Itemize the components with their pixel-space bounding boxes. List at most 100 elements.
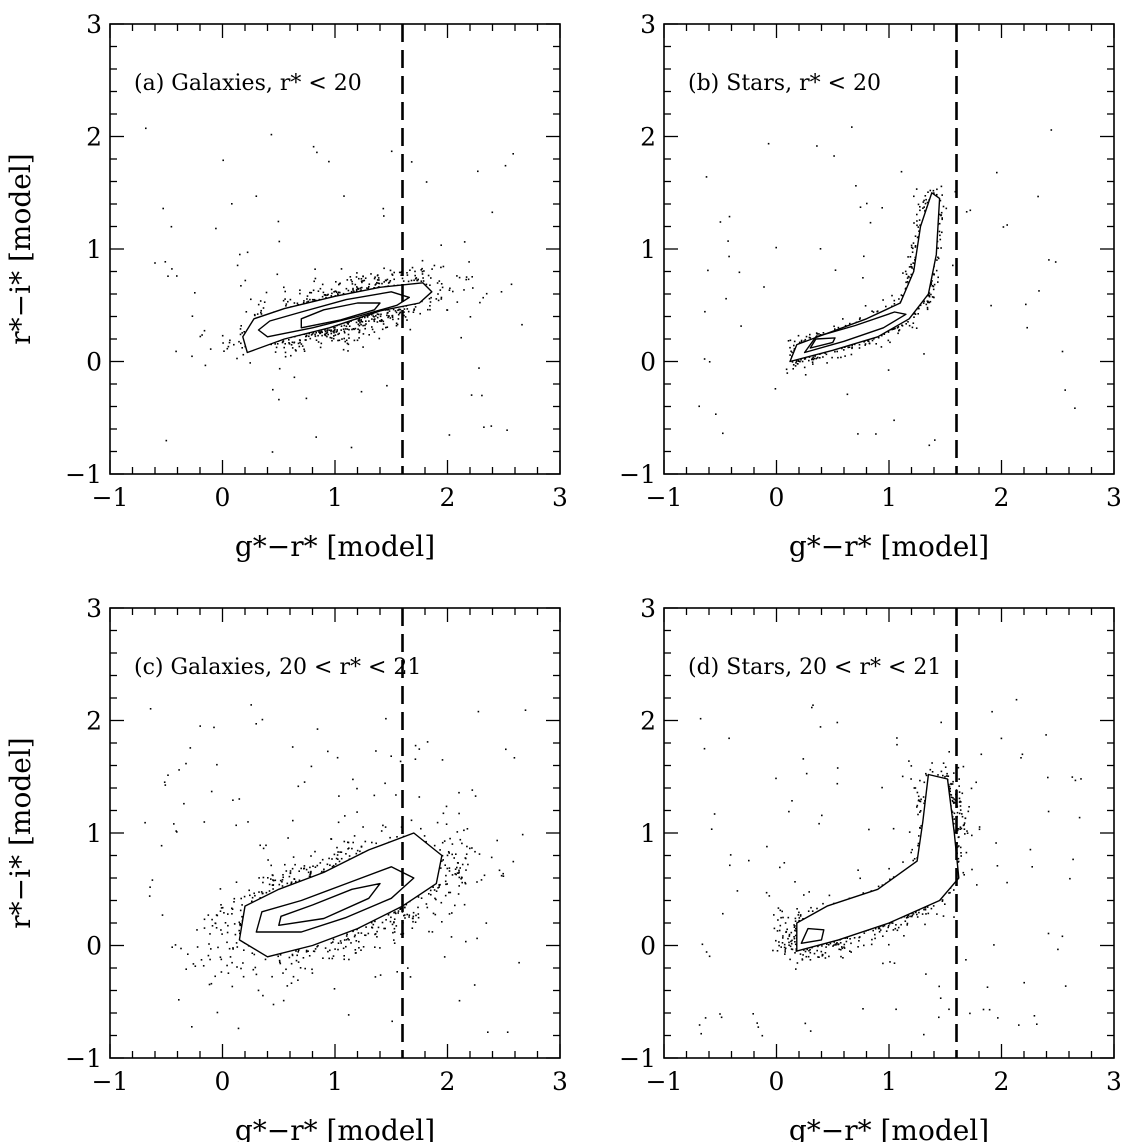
data-point (836, 350, 838, 353)
panel-label: (c) Galaxies, 20 < r* < 21 (134, 655, 421, 680)
data-point (385, 919, 387, 921)
x-tick-label: 2 (994, 483, 1010, 512)
data-point (342, 947, 345, 950)
data-point (927, 300, 929, 303)
data-point (851, 344, 853, 347)
data-point (357, 288, 360, 290)
data-point (365, 926, 367, 928)
data-point (191, 315, 194, 317)
data-point (319, 332, 321, 335)
data-point (437, 293, 439, 295)
data-point (413, 309, 415, 311)
data-point (224, 922, 227, 924)
data-point (428, 893, 430, 895)
data-point (299, 967, 302, 969)
y-tick-label: 0 (86, 932, 102, 961)
data-point (240, 967, 242, 970)
data-point (235, 881, 238, 883)
data-point (871, 310, 873, 312)
data-point (324, 333, 326, 335)
data-point (387, 315, 390, 317)
data-point (352, 930, 354, 933)
data-point (348, 321, 350, 324)
data-point (863, 341, 865, 343)
data-point (360, 323, 362, 326)
data-point (464, 857, 467, 859)
data-point (162, 207, 164, 210)
data-point (847, 346, 849, 349)
data-point (353, 935, 356, 938)
data-point (719, 221, 722, 223)
data-point (334, 334, 337, 336)
data-point (929, 189, 932, 192)
data-point (180, 947, 182, 950)
data-point (301, 345, 304, 347)
data-point (253, 953, 256, 956)
data-point (313, 280, 315, 283)
data-point (381, 282, 383, 285)
data-point (429, 301, 432, 303)
data-point (793, 344, 795, 347)
data-point (382, 207, 385, 210)
data-point (349, 276, 352, 278)
data-point (145, 127, 147, 130)
data-point (869, 221, 872, 224)
data-point (319, 346, 322, 349)
data-point (340, 329, 342, 331)
data-point (352, 287, 354, 290)
data-point (858, 343, 861, 346)
data-point (330, 337, 333, 339)
data-point (333, 329, 336, 332)
data-point (337, 333, 339, 336)
data-point (398, 271, 401, 274)
data-point (812, 358, 815, 361)
data-point (231, 913, 233, 915)
data-point (377, 926, 380, 929)
data-point (432, 912, 435, 915)
contour-group (789, 192, 941, 363)
data-point (407, 310, 410, 313)
data-point (295, 950, 297, 952)
data-point (834, 350, 836, 353)
data-point (357, 320, 360, 322)
data-point (440, 244, 442, 246)
data-point (945, 207, 948, 210)
data-point (207, 914, 210, 916)
data-point (912, 262, 914, 264)
data-point (906, 277, 909, 279)
data-point (348, 958, 350, 961)
data-point (306, 295, 309, 297)
data-point (274, 343, 276, 345)
data-point (467, 278, 470, 281)
data-point (384, 927, 386, 930)
data-point (262, 307, 265, 309)
data-point (893, 328, 895, 330)
x-tick-label: 0 (215, 483, 231, 512)
data-point (463, 903, 466, 906)
data-point (419, 312, 421, 315)
data-point (278, 398, 280, 401)
data-point (391, 273, 393, 276)
data-point (326, 335, 328, 338)
data-point (357, 319, 360, 321)
data-point (270, 133, 273, 136)
data-point (171, 946, 173, 948)
data-point (859, 206, 862, 208)
data-point (366, 316, 369, 318)
data-point (498, 869, 501, 872)
data-point (356, 787, 358, 790)
data-point (449, 837, 451, 840)
data-point (253, 892, 255, 895)
data-point (229, 956, 232, 958)
data-point (200, 959, 203, 961)
data-point (795, 360, 798, 363)
data-point (299, 341, 301, 344)
x-tick-label: 3 (1106, 483, 1122, 512)
data-point (465, 276, 468, 278)
data-point (295, 959, 298, 962)
data-point (792, 368, 794, 370)
data-point (332, 938, 335, 941)
x-axis-label: g*−r* [model] (235, 530, 435, 563)
